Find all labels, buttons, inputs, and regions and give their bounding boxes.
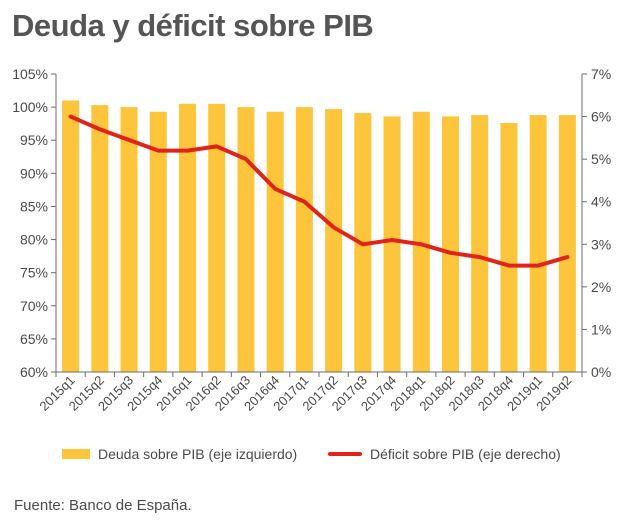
y-left-tick-label: 80%: [20, 232, 48, 248]
deficit-line: [68, 114, 570, 268]
y-right-tick-label: 1%: [591, 321, 611, 337]
y-right-tick-label: 4%: [591, 194, 611, 210]
y-left-tick-label: 105%: [12, 66, 48, 82]
y-right-tick-label: 3%: [591, 236, 611, 252]
bar-2017q2: [325, 109, 343, 372]
y-left-tick-label: 100%: [12, 99, 48, 115]
legend-bar-label: Deuda sobre PIB (eje izquierdo): [98, 446, 298, 462]
y-left-tick-label: 85%: [20, 198, 48, 214]
bar-2018q2: [442, 116, 459, 372]
y-left-tick-label: 75%: [20, 265, 48, 281]
y-left-tick-label: 90%: [20, 165, 48, 181]
chart-canvas: 60% 65% 70% 75% 80% 85% 90% 95% 100% 105% 0% 1% 2% 3%…: [12, 66, 611, 414]
y-left-tick-label: 65%: [20, 331, 48, 347]
legend: Deuda sobre PIB (eje izquierdo) Déficit …: [0, 446, 628, 470]
legend-line-label: Déficit sobre PIB (eje derecho): [370, 446, 561, 462]
bar-2015q3: [120, 107, 138, 372]
axes: [51, 73, 587, 377]
bar-2016q1: [179, 103, 196, 373]
bar-2018q3: [471, 115, 489, 373]
y-right-tick-label: 2%: [591, 279, 611, 295]
legend-item-debt: Deuda sobre PIB (eje izquierdo): [62, 446, 297, 462]
y-right-tick-label: 5%: [591, 151, 611, 167]
line-series: [68, 114, 570, 268]
bar-2019q2: [558, 115, 576, 373]
y-left-tick-label: 70%: [20, 298, 48, 314]
y-left-tick-label: 60%: [20, 364, 48, 380]
legend-line-swatch: [328, 452, 362, 456]
bar-2016q3: [237, 107, 255, 372]
bar-2016q2: [208, 103, 226, 373]
bar-series: [62, 100, 576, 373]
bar-2015q4: [149, 111, 167, 372]
bar-2017q1: [295, 107, 313, 372]
bar-2015q2: [91, 105, 109, 372]
bar-2017q4: [383, 116, 401, 372]
chart-title: Deuda y déficit sobre PIB: [12, 8, 374, 43]
bar-2016q4: [266, 111, 284, 372]
legend-item-deficit: Déficit sobre PIB (eje derecho): [328, 446, 561, 462]
y-right-tick-label: 7%: [591, 66, 611, 82]
bar-2018q1: [412, 111, 430, 372]
bar-2018q4: [500, 123, 518, 372]
source-note: Fuente: Banco de España.: [14, 497, 192, 514]
bar-2015q1: [62, 100, 80, 372]
y-right-tick-label: 6%: [591, 109, 611, 125]
y-left-tick-label: 95%: [20, 132, 48, 148]
bar-2019q1: [529, 115, 547, 373]
y-right-tick-label: 0%: [591, 364, 611, 380]
legend-bar-swatch: [62, 449, 90, 459]
